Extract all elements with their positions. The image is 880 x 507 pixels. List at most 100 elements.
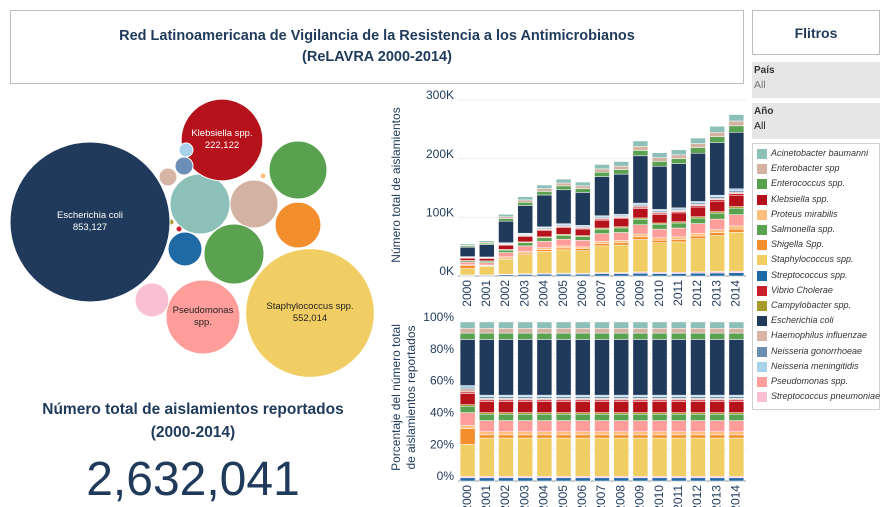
bar-segment [728,321,745,329]
bar-segment [651,420,668,432]
x-tick-label: 2012 [690,280,704,307]
bar-segment [575,401,591,413]
bar-segment [709,321,725,329]
x-tick-label: 2005 [556,485,570,507]
bubble [167,231,203,267]
bar-segment [517,328,533,334]
x-tick-label: 2006 [575,280,589,307]
bar-segment [536,230,553,238]
title-line: (ReLAVRA 2000-2014) [302,49,452,65]
kpi-title-line: Número total de aislamientos reportados [42,401,344,418]
bar-segment [728,195,745,207]
bar-segment [613,240,629,244]
bar-segment [498,339,514,396]
bar-segment [632,413,649,421]
filter[interactable]: Año All [752,103,880,139]
bar-segment [575,246,591,250]
bar-segment [651,273,668,277]
bar-segment [709,229,725,233]
legend-label: Staphylococcus spp. [771,254,854,265]
bar-segment [728,420,745,432]
x-tick-label: 2000 [460,280,474,307]
bar-segment [575,328,591,334]
bar-segment [555,332,572,340]
bar-segment [498,420,514,432]
bar-segment [555,431,572,436]
bar-segment [517,339,533,396]
bar-segment [728,339,745,396]
bar-segment [575,339,591,396]
bar-segment [575,248,591,251]
bar-segment [632,224,649,235]
bar-segment [632,273,649,277]
bar-segment [594,437,610,477]
bar-segment [709,142,725,196]
bubble [268,140,328,200]
bar-segment [690,223,706,234]
bar-segment [671,154,687,159]
bar-segment [709,126,725,133]
bar-segment [671,477,687,482]
bar-segment [498,216,514,219]
bar-segment [613,420,629,432]
bubble [9,141,171,303]
bar-segment [632,208,649,219]
y-axis-title: Número total de aislamientos [389,107,403,262]
bar-segment [459,405,476,413]
bar-segment [690,143,706,148]
filter-label: País [754,65,775,76]
bar-segment [613,401,629,413]
bar-segment [613,332,629,340]
bar-segment [728,114,745,122]
bar-segment [536,273,553,277]
bar-segment [479,328,495,334]
bar-segment [632,155,649,204]
bar-segment [671,212,687,222]
bar-segment [728,225,745,230]
bar-segment [459,257,476,261]
bar-segment [632,150,649,157]
y-tick-label: 200K [426,147,454,161]
bar-segment [555,245,572,249]
legend-swatch [757,255,767,266]
y-tick-label: 300K [426,88,454,102]
bar-segment [671,239,687,243]
bar-segment [575,250,591,274]
bubble-name: Klebsiella spp. [191,127,253,139]
filter-value[interactable]: All [754,79,766,91]
bar-segment [594,401,610,413]
bar-segment [555,413,572,421]
bubble-label: Klebsiella spp. 222,122 [185,103,258,176]
bar-segment [632,332,649,340]
bar-segment [690,413,706,421]
bar-segment [613,339,629,396]
bar-segment [709,132,725,138]
bar-segment [690,477,706,482]
bar-segment [594,431,610,436]
filter-value[interactable]: All [754,120,766,132]
bar-segment [632,431,649,436]
bar-segment [728,232,745,272]
bar-segment [613,242,629,246]
bar-segment [671,273,687,277]
bar-segment [459,444,476,477]
filter[interactable]: País All [752,62,880,98]
bar-segment [613,165,629,170]
legend-label: Streptococcus spp. [771,269,848,280]
bar-segment [536,188,553,192]
bar-segment [575,240,591,248]
bar-segment [555,249,572,274]
x-tick-label: 2011 [671,485,685,507]
bar-segment [690,339,706,396]
bar-segment [459,428,476,445]
bar-segment [613,161,629,167]
bar-segment [690,321,706,329]
bar-segment [594,233,610,242]
bar-segment [632,236,649,240]
bar-segment [498,218,514,222]
bar-segment [671,339,687,396]
bar-segment [459,261,476,265]
legend-label: Streptococcus pneumoniae [771,391,880,402]
bar-segment [709,212,725,220]
